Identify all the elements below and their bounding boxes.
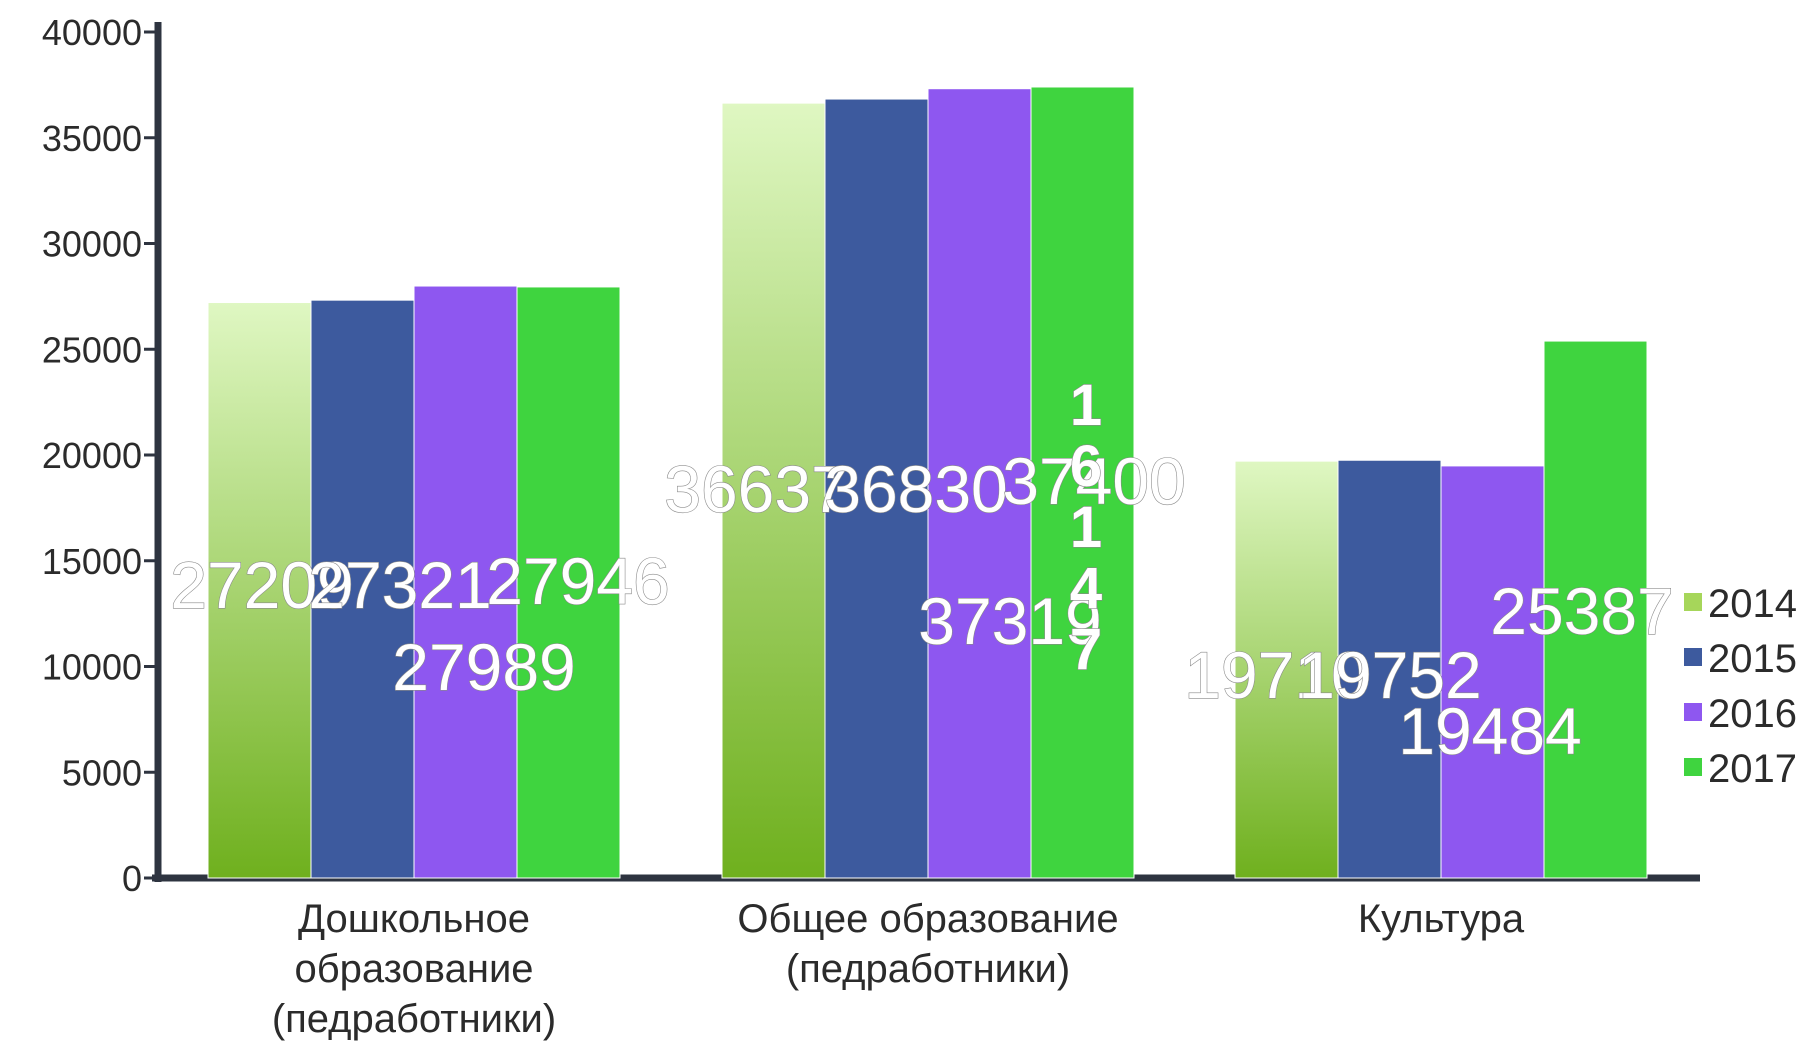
y-tick-label: 0 [122, 858, 142, 899]
data-label-2015-0: 27321 [308, 548, 492, 622]
bar-2015-2 [1337, 459, 1442, 879]
data-label-2017-0: 27946 [486, 544, 670, 618]
legend-swatch-2014 [1684, 593, 1702, 611]
extra-label-char: 1 [1070, 373, 1102, 438]
bar-2014-1 [721, 102, 826, 879]
data-label-2017-2: 25387 [1490, 574, 1674, 648]
y-tick-label: 20000 [42, 435, 142, 476]
legend-label-2016: 2016 [1708, 692, 1797, 736]
y-tick-label: 25000 [42, 329, 142, 370]
y-tick-label: 35000 [42, 118, 142, 159]
x-tick-label: Общее образование [737, 897, 1118, 941]
bar-2014-2 [1234, 460, 1339, 879]
legend-label-2014: 2014 [1708, 582, 1797, 626]
y-tick-label: 40000 [42, 12, 142, 53]
x-tick-label: Культура [1358, 897, 1525, 941]
data-label-2017-1: 37400 [1002, 444, 1186, 518]
extra-label-char: 4 [1070, 556, 1102, 621]
legend-swatch-2016 [1684, 703, 1702, 721]
bars [207, 86, 1648, 879]
bar-2016-2 [1440, 465, 1545, 879]
data-label-2014-0: 27209 [170, 548, 354, 622]
data-labels: 27209 36637 19710 27321 36830 19752 27989 37319… [170, 372, 1675, 768]
x-tick-label: (педработники) [272, 997, 556, 1041]
y-tick-label: 15000 [42, 541, 142, 582]
bar-2015-0 [310, 299, 415, 879]
legend: 2014 2015 2016 2017 [1684, 582, 1797, 791]
bar-2015-1 [824, 98, 929, 879]
y-tick-label: 10000 [42, 647, 142, 688]
x-tick-label: образование [294, 947, 533, 991]
y-tick-label: 30000 [42, 224, 142, 265]
x-tick-label: (педработники) [786, 947, 1070, 991]
extra-label-char: 6 [1070, 434, 1102, 499]
bar-2016-1 [927, 88, 1032, 879]
data-label-2014-1: 36637 [664, 452, 848, 526]
data-label-2016-1: 37319 [918, 584, 1102, 658]
legend-label-2015: 2015 [1708, 637, 1797, 681]
bar-2014-0 [207, 302, 312, 879]
data-label-2015-1: 36830 [824, 452, 1008, 526]
data-label-2016-2: 19484 [1398, 694, 1582, 768]
data-label-2016-0: 27989 [392, 630, 576, 704]
data-label-2015-2: 19752 [1298, 638, 1482, 712]
extra-label-char: 1 [1070, 495, 1102, 560]
extra-label-char: 7 [1070, 617, 1102, 682]
axes: 0 5000 10000 15000 20000 25000 30000 35000 40000… [42, 12, 1700, 1041]
x-tick-label: Дошкольное [298, 897, 530, 941]
legend-label-2017: 2017 [1708, 747, 1797, 791]
y-tick-label: 5000 [62, 752, 142, 793]
bar-2017-2 [1543, 340, 1648, 879]
bar-2016-0 [413, 285, 518, 879]
bar-2017-1 [1030, 86, 1135, 879]
data-label-2014-2: 19710 [1184, 638, 1368, 712]
legend-swatch-2017 [1684, 758, 1702, 776]
legend-swatch-2015 [1684, 648, 1702, 666]
bar-2017-0 [516, 286, 621, 879]
